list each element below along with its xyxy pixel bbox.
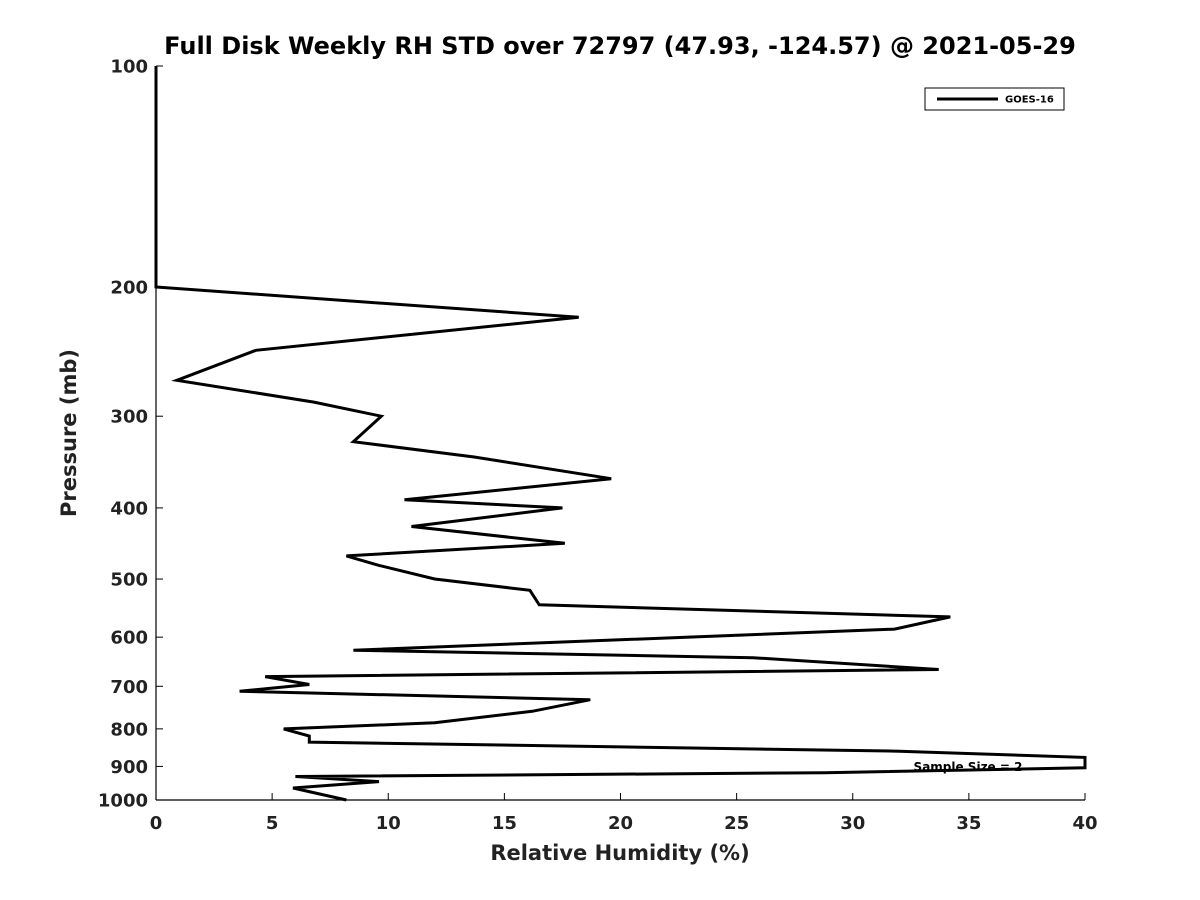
x-tick-label: 5 <box>266 813 279 834</box>
chart-title: Full Disk Weekly RH STD over 72797 (47.9… <box>164 32 1076 60</box>
y-tick-label: 600 <box>110 628 148 649</box>
x-tick-label: 30 <box>840 813 865 834</box>
x-tick-label: 15 <box>492 813 517 834</box>
y-tick-label: 900 <box>110 757 148 778</box>
y-tick-label: 200 <box>110 277 148 298</box>
x-axis-label: Relative Humidity (%) <box>490 841 749 865</box>
y-tick-label: 1000 <box>98 791 148 812</box>
y-tick-label: 500 <box>110 570 148 591</box>
x-tick-label: 20 <box>608 813 633 834</box>
legend: GOES-16 <box>924 87 1065 111</box>
axes: 0 5 10 15 20 25 30 35 40 100 200 300 400 500 600 700 800… <box>98 57 1098 835</box>
legend-label-goes16: GOES-16 <box>1005 95 1054 106</box>
y-tick-label: 100 <box>110 57 148 78</box>
y-axis-label: Pressure (mb) <box>57 349 81 517</box>
series-group <box>154 66 1087 802</box>
sample-size-annotation: Sample Size = 2 <box>914 760 1023 774</box>
x-tick-label: 35 <box>956 813 981 834</box>
series-line-goes16 <box>154 66 1087 802</box>
y-tick-label: 800 <box>110 719 148 740</box>
x-tick-label: 40 <box>1072 813 1097 834</box>
x-tick-label: 25 <box>724 813 749 834</box>
x-tick-label: 10 <box>376 813 401 834</box>
y-tick-label: 700 <box>110 677 148 698</box>
y-tick-label: 400 <box>110 498 148 519</box>
x-tick-label: 0 <box>150 813 163 834</box>
y-tick-label: 300 <box>110 407 148 428</box>
